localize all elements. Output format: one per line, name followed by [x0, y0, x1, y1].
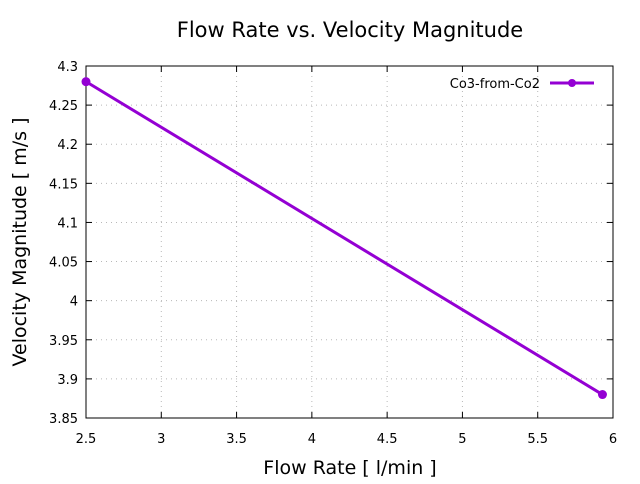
x-tick-label: 2.5 [76, 432, 97, 447]
y-tick-label: 4.15 [49, 177, 78, 192]
x-tick-label: 5 [458, 432, 466, 447]
x-tick-label: 4.5 [377, 432, 398, 447]
data-point [597, 390, 607, 400]
series [81, 77, 607, 400]
x-tick-label: 6 [609, 432, 617, 447]
x-tick-label: 5.5 [527, 432, 548, 447]
legend-label: Co3-from-Co2 [450, 77, 540, 92]
y-tick-label: 3.95 [49, 334, 78, 349]
x-tick-label: 3 [157, 432, 165, 447]
data-point [81, 77, 91, 87]
legend-marker [568, 79, 576, 87]
x-tick-label: 4 [308, 432, 316, 447]
y-tick-label: 3.85 [49, 412, 78, 427]
series-line [85, 80, 604, 396]
x-tick-label: 3.5 [226, 432, 247, 447]
ticks: 2.5 3 3.5 4 4.5 5 5.5 6 3.85 3.9 3.95 4 4.05 4.1 4.15 4… [49, 60, 617, 447]
y-tick-label: 4.2 [57, 138, 78, 153]
y-tick-label: 3.9 [57, 373, 78, 388]
plot-frame [85, 65, 614, 419]
grid [86, 66, 613, 418]
y-tick-label: 4.25 [49, 99, 78, 114]
y-tick-label: 4.05 [49, 256, 78, 271]
chart-title: Flow Rate vs. Velocity Magnitude [177, 18, 523, 42]
y-tick-label: 4.1 [57, 216, 78, 231]
y-tick-label: 4.3 [57, 60, 78, 75]
y-axis-label: Velocity Magnitude [ m/s ] [9, 118, 31, 367]
legend: Co3-from-Co2 [450, 77, 594, 92]
x-axis-label: Flow Rate [ l/min ] [263, 457, 436, 479]
y-tick-label: 4 [70, 295, 78, 310]
